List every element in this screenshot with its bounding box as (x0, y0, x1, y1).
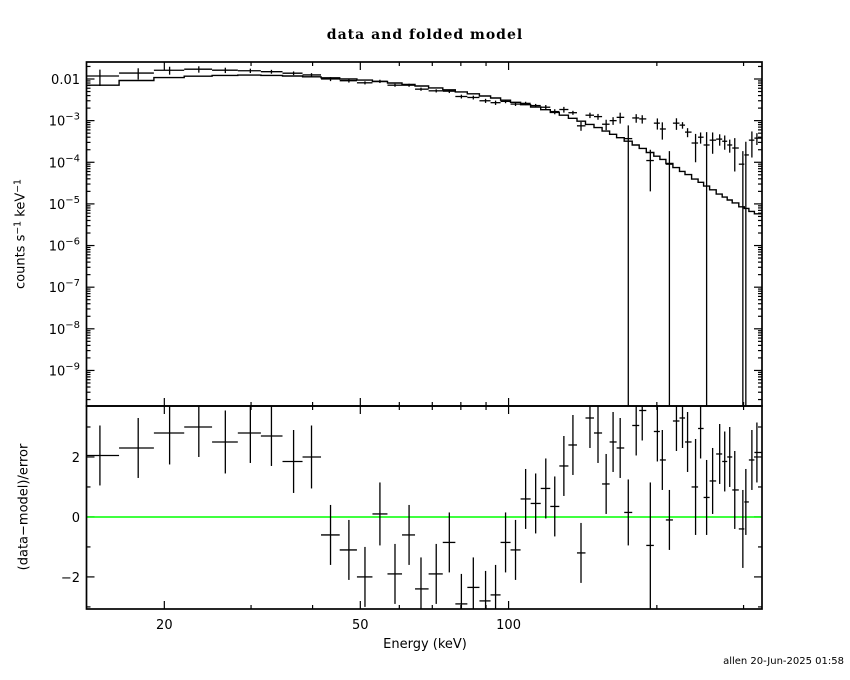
bottom-panel-frame (85, 405, 763, 610)
svg-text:−2: −2 (61, 571, 80, 586)
svg-text:20: 20 (156, 618, 173, 633)
svg-text:2: 2 (72, 451, 80, 466)
plot-title: data and folded model (326, 27, 524, 43)
top-panel-frame (85, 61, 763, 407)
panel-frames (85, 61, 763, 610)
svg-text:10−6: 10−6 (49, 237, 80, 255)
svg-text:0: 0 (72, 511, 80, 526)
svg-text:50: 50 (352, 618, 369, 633)
svg-text:10−5: 10−5 (49, 195, 80, 213)
svg-text:10−8: 10−8 (49, 320, 80, 338)
svg-text:10−9: 10−9 (49, 361, 80, 379)
svg-text:10−4: 10−4 (49, 153, 80, 171)
x-axis-label: Energy (keV) (383, 637, 467, 652)
timestamp: allen 20-Jun-2025 01:58 (723, 656, 844, 667)
svg-text:10−7: 10−7 (49, 278, 80, 296)
svg-text:10−3: 10−3 (49, 112, 80, 130)
axis-ticks: 20 50 1000.0110−310−410−510−610−710−810−92… (49, 62, 762, 633)
data-points (86, 66, 762, 406)
svg-text:0.01: 0.01 (51, 73, 80, 88)
svg-text:100: 100 (496, 618, 521, 633)
model-histogram (86, 74, 762, 215)
residual-points (86, 406, 762, 609)
